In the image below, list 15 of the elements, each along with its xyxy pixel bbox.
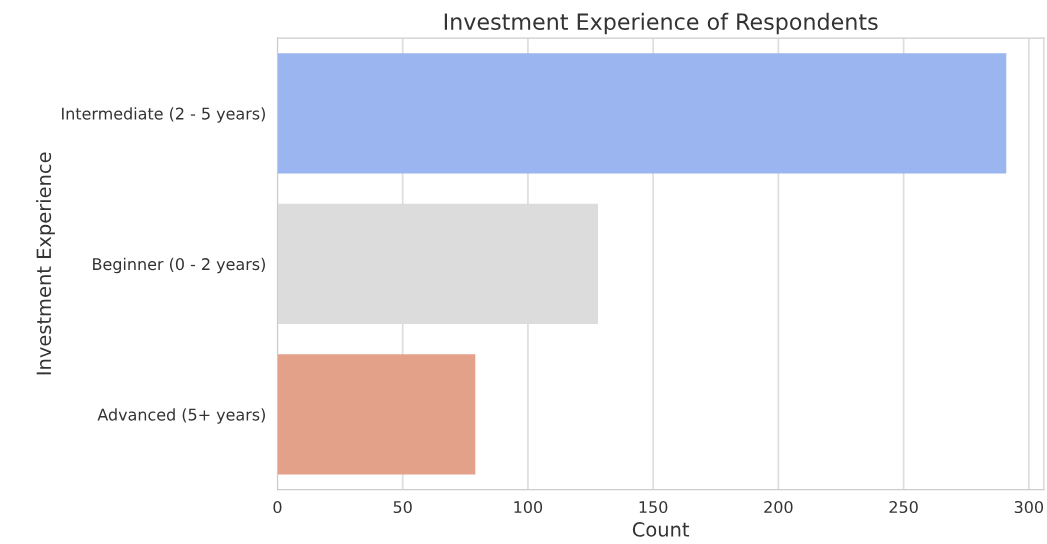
y-tick-label: Advanced (5+ years)	[97, 408, 265, 424]
x-tick-label: 50	[393, 500, 412, 514]
x-tick-label: 100	[514, 500, 543, 514]
x-axis-title: Count	[632, 522, 690, 537]
bar	[277, 354, 476, 475]
y-tick-label: Intermediate (2 - 5 years)	[62, 107, 265, 123]
x-tick-label: 200	[764, 500, 793, 514]
x-tick-label: 300	[1014, 500, 1044, 514]
x-tick-label: 0	[273, 500, 282, 514]
x-tick-label: 150	[639, 500, 668, 514]
x-tick-label: 250	[889, 500, 918, 514]
chart-title: Investment Experience of Respondents	[444, 12, 878, 35]
y-axis-title: Investment Experience	[36, 152, 55, 375]
bar	[277, 53, 1007, 174]
y-tick-label: Beginner (0 - 2 years)	[93, 257, 265, 274]
